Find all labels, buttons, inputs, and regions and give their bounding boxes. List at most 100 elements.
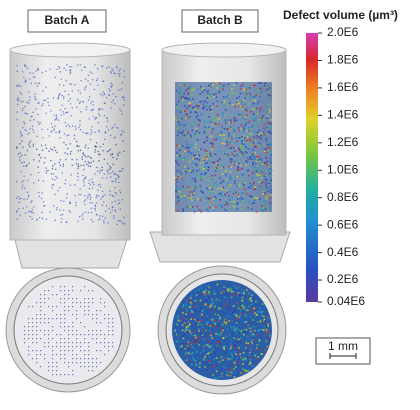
dot [64,310,65,311]
dot [233,84,235,86]
dot [52,286,53,287]
dot [261,92,263,94]
dot [215,123,217,125]
dot [254,166,256,168]
dot [217,314,219,316]
dot [225,317,227,319]
colorbar-tick-label: 0.04E6 [327,294,365,308]
dot [111,102,112,103]
dot [241,147,243,149]
dot [222,112,224,114]
dot [239,183,241,185]
dot [45,100,46,101]
dot [216,363,218,365]
dot [177,110,179,112]
dot [253,120,255,122]
dot [228,305,230,307]
dot [43,180,44,181]
dot [83,101,84,102]
dot [66,222,67,223]
dot [187,143,189,145]
dot [250,149,252,151]
dot [203,106,205,108]
dot [182,306,184,308]
dot [208,105,210,107]
dot [252,164,254,166]
dot [266,170,268,172]
dot [211,175,213,177]
dot [249,93,251,95]
dot [236,286,238,288]
dot [258,155,260,157]
dot [244,186,246,188]
dot [220,302,222,304]
dot [195,108,197,110]
dot [243,148,245,150]
dot [48,318,49,319]
dot [184,195,186,197]
dot [196,351,198,353]
dot [64,362,65,363]
dot [233,305,235,307]
dot [192,314,194,316]
dot [253,326,255,328]
dot [29,128,30,129]
dot [30,141,31,142]
dot [258,346,260,348]
dot [245,370,247,372]
dot [92,302,93,303]
dot [101,167,102,168]
dot [83,185,84,186]
dot [248,354,250,356]
dot [245,121,247,123]
dot [182,171,184,173]
dot [92,221,93,222]
dot [255,137,257,139]
dot [252,108,254,110]
dot [55,150,56,151]
dot [255,115,257,117]
dot [258,101,260,103]
dot [215,200,217,202]
dot [260,174,262,176]
dot [231,98,233,100]
dot [214,305,216,307]
dot [202,309,204,311]
dot [239,333,241,335]
dot [36,334,37,335]
dot [249,195,251,197]
dot [238,130,240,132]
colorbar-tick-label: 1.0E6 [327,162,359,176]
dot [240,103,242,105]
dot [104,173,105,174]
dot [217,326,219,328]
dot [232,104,234,106]
dot [55,176,56,177]
dot [64,183,65,184]
dot [212,190,214,192]
dot [197,139,199,141]
dot [219,305,221,307]
dot [236,186,238,188]
dot [204,351,206,353]
dot [219,152,221,154]
dot [265,208,267,210]
dot [180,132,182,134]
dot [110,167,111,168]
dot [207,189,209,191]
dot [58,97,59,98]
dot [230,175,232,177]
dot [92,178,93,179]
dot [84,87,85,88]
dot [194,149,196,151]
dot [30,211,31,212]
dot [185,114,187,116]
dot [111,202,112,203]
dot [191,182,193,184]
dot [262,303,264,305]
dot [30,72,31,73]
dot [246,352,248,354]
dot [237,155,239,157]
dot [64,290,65,291]
dot [260,328,262,330]
